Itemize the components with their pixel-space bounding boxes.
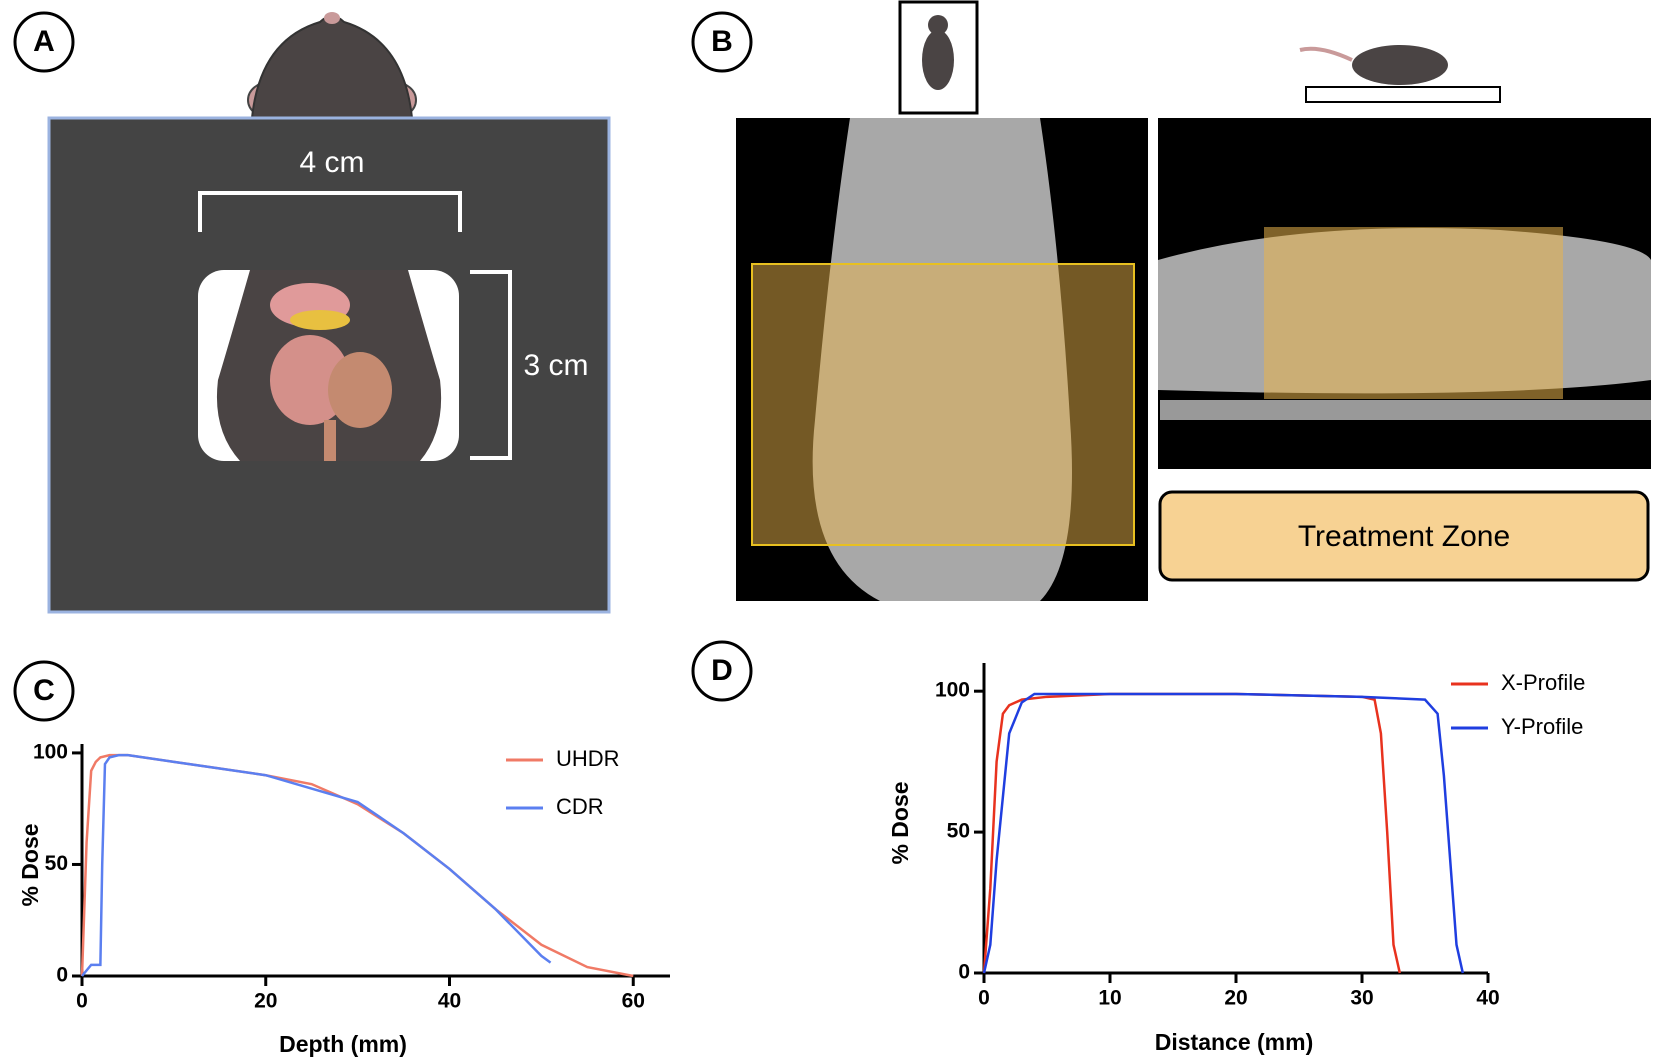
width-bracket xyxy=(198,191,462,232)
letter-circle xyxy=(691,640,753,702)
y-tick-label: 0 xyxy=(56,964,68,987)
panel-letter: A xyxy=(33,25,55,58)
line-series xyxy=(81,753,552,977)
y-tick-label: 0 xyxy=(958,961,970,984)
x-tick-label: 20 xyxy=(254,990,277,1013)
icon-side-view xyxy=(1299,45,1501,103)
legend-label: X-Profile xyxy=(1501,670,1585,695)
x-tick-label: 20 xyxy=(1224,987,1247,1010)
x-axis-label: Distance (mm) xyxy=(1155,1029,1313,1055)
height-label: 3 cm xyxy=(523,349,588,382)
mouse-head xyxy=(247,12,417,119)
height-bracket xyxy=(470,270,512,460)
line-series xyxy=(982,692,1402,974)
legend-label: CDR xyxy=(556,794,604,819)
panel-letter: D xyxy=(711,654,733,687)
y-axis-label: % Dose xyxy=(887,781,913,864)
letter-circle xyxy=(13,660,75,722)
letter-circle xyxy=(13,11,75,73)
mouse-body xyxy=(216,270,442,461)
ct-bed xyxy=(1160,400,1651,420)
y-tick-label: 100 xyxy=(935,679,970,702)
x-tick-label: 0 xyxy=(978,987,990,1010)
treatment-overlay xyxy=(751,263,1135,546)
x-tick-label: 40 xyxy=(1476,987,1499,1010)
treatment-overlay xyxy=(1264,227,1563,399)
line-series xyxy=(80,753,634,978)
x-tick-label: 30 xyxy=(1350,987,1373,1010)
panel-letters xyxy=(13,11,753,722)
legend-label: UHDR xyxy=(556,746,620,771)
y-tick-label: 100 xyxy=(33,740,68,763)
zone-label: Treatment Zone xyxy=(1298,520,1510,553)
line-series xyxy=(982,692,1465,974)
panel-letter: B xyxy=(711,25,733,58)
x-tick-label: 0 xyxy=(76,990,88,1013)
width-label: 4 cm xyxy=(299,146,364,179)
y-tick-label: 50 xyxy=(947,820,970,843)
y-axis-label: % Dose xyxy=(17,823,43,906)
zone-legend xyxy=(1158,490,1650,582)
x-tick-label: 10 xyxy=(1098,987,1121,1010)
panel-letter: C xyxy=(33,674,55,707)
x-tick-label: 60 xyxy=(622,990,645,1013)
y-tick-label: 50 xyxy=(45,852,68,875)
icon-top-view xyxy=(898,0,979,115)
x-tick-label: 40 xyxy=(438,990,461,1013)
letter-circle xyxy=(691,11,753,73)
legend-label: Y-Profile xyxy=(1501,714,1583,739)
x-axis-label: Depth (mm) xyxy=(279,1031,407,1057)
